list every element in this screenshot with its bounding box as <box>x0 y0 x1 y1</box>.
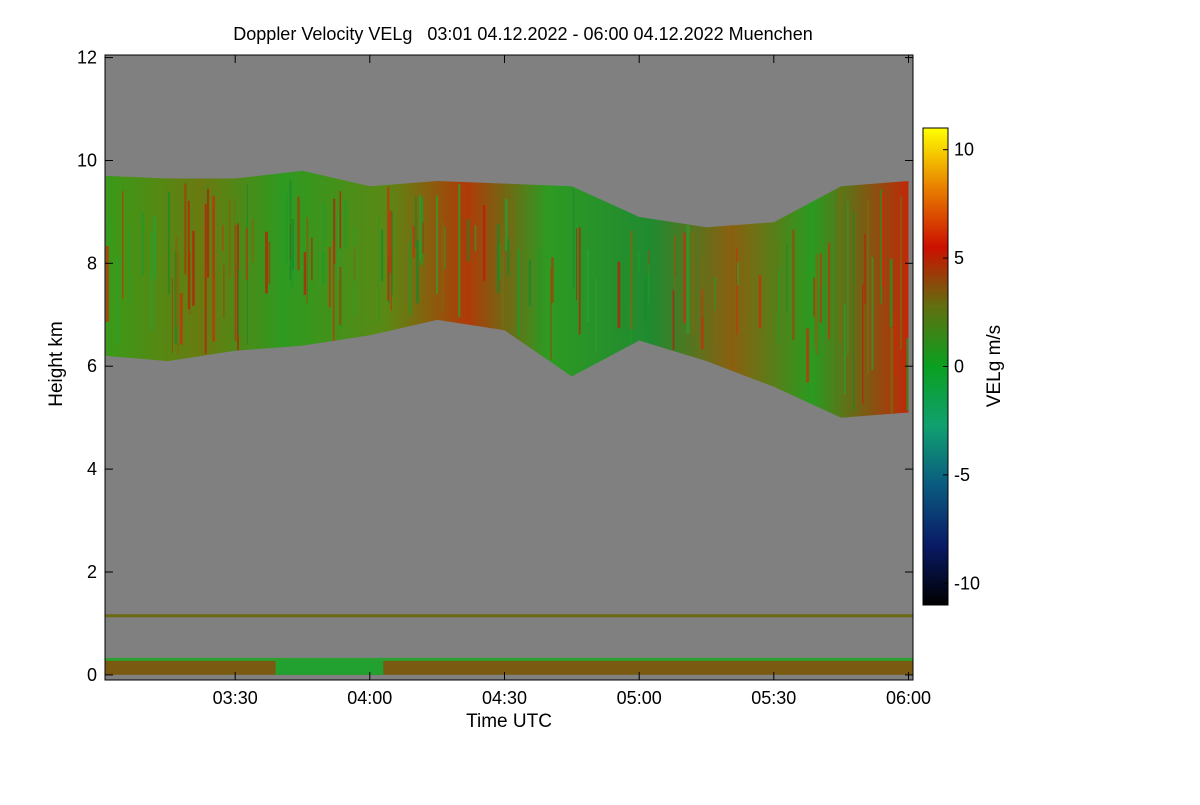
colorbar-ticks: 10 5 0 -5 -10 <box>943 140 980 593</box>
y-tick-label: 10 <box>77 151 97 171</box>
cloud-layer-group <box>105 170 909 418</box>
x-tick-label: 05:30 <box>751 688 796 708</box>
plot-area <box>104 54 914 681</box>
x-axis-label: Time UTC <box>466 711 552 732</box>
y-tick-label: 0 <box>87 665 97 685</box>
colorbar-label: VELg m/s <box>984 325 1005 407</box>
x-tick-label: 05:00 <box>617 688 662 708</box>
near-ground-band-group <box>105 614 913 675</box>
x-tick-label: 04:30 <box>482 688 527 708</box>
x-tick-label: 03:30 <box>213 688 258 708</box>
y-tick-label: 4 <box>87 459 97 479</box>
y-tick-label: 8 <box>87 253 97 273</box>
plot-frame <box>104 54 914 681</box>
colorbar-tick-label: -5 <box>954 465 970 485</box>
colorbar-tick-label: 0 <box>954 357 964 377</box>
x-tick-label: 06:00 <box>886 688 931 708</box>
velocity-streaks <box>105 180 909 414</box>
colorbar-tick-label: 5 <box>954 248 964 268</box>
colorbar-tick-label: 10 <box>954 140 974 160</box>
y-tick-label: 6 <box>87 356 97 376</box>
x-axis: 03:30 04:00 04:30 05:00 05:30 06:00 <box>213 55 931 708</box>
colorbar: 10 5 0 -5 -10 <box>922 127 980 606</box>
y-tick-label: 12 <box>77 48 97 68</box>
chart-title: Doppler Velocity VELg 03:01 04.12.2022 -… <box>233 24 812 44</box>
y-axis-label: Height km <box>46 321 67 407</box>
x-tick-label: 04:00 <box>347 688 392 708</box>
near-ground-green-patch <box>275 660 384 675</box>
cloud-layer <box>105 170 909 418</box>
y-axis: 0 2 4 6 8 10 12 <box>77 48 913 685</box>
y-tick-label: 2 <box>87 562 97 582</box>
colorbar-tick-label: -10 <box>954 573 980 593</box>
near-ground-band <box>105 659 913 675</box>
